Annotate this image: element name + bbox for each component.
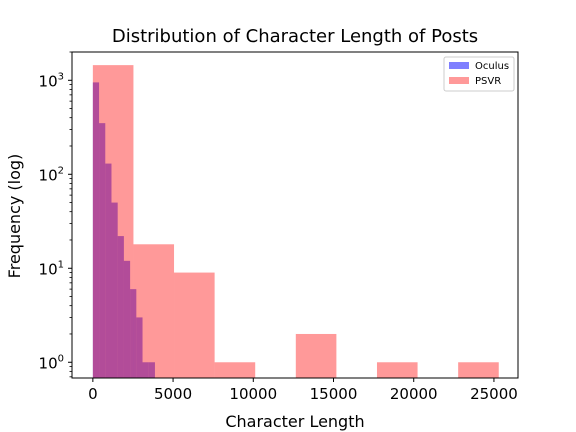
legend-label-psvr: PSVR (475, 76, 501, 87)
bar-oculus-9 (148, 362, 155, 378)
bar-psvr-9 (458, 362, 499, 378)
plot-area: 0 5000 10000 15000 20000 25000 100 101 102 103 Ocu… (39, 51, 519, 403)
x-axis-label: Character Length (225, 412, 364, 431)
y-tick-label: 100 (39, 353, 64, 372)
bar-psvr-2 (174, 272, 215, 378)
y-axis-label: Frequency (log) (5, 154, 24, 279)
y-tick-label: 101 (39, 259, 64, 278)
bar-psvr-3 (214, 362, 256, 378)
bar-oculus-0 (92, 82, 100, 379)
bar-oculus-2 (105, 163, 112, 378)
legend-swatch-oculus (449, 62, 469, 69)
y-tick-label: 103 (39, 71, 64, 90)
legend: Oculus PSVR (443, 56, 515, 92)
bar-oculus-4 (117, 236, 124, 378)
x-tick-label: 10000 (229, 385, 277, 403)
legend-swatch-psvr (449, 77, 469, 84)
x-tick-label: 0 (88, 385, 98, 403)
chart-title: Distribution of Character Length of Post… (112, 26, 478, 47)
bar-psvr-0 (92, 65, 134, 378)
axes-frame (71, 51, 519, 379)
x-tick-label: 25000 (470, 385, 518, 403)
legend-label-oculus: Oculus (475, 61, 509, 72)
bar-oculus-8 (142, 362, 149, 378)
y-tick-label: 102 (39, 165, 64, 184)
x-tick-label: 5000 (154, 385, 192, 403)
bar-psvr-7 (376, 362, 418, 378)
x-tick-label: 15000 (310, 385, 358, 403)
bar-oculus-5 (123, 260, 131, 378)
bar-oculus-3 (111, 202, 118, 378)
x-tick-label: 20000 (390, 385, 438, 403)
bar-oculus-7 (136, 317, 143, 378)
bar-oculus-6 (130, 289, 137, 378)
bar-oculus-1 (99, 123, 106, 378)
bar-psvr-1 (133, 244, 175, 378)
bar-psvr-5 (295, 333, 337, 378)
